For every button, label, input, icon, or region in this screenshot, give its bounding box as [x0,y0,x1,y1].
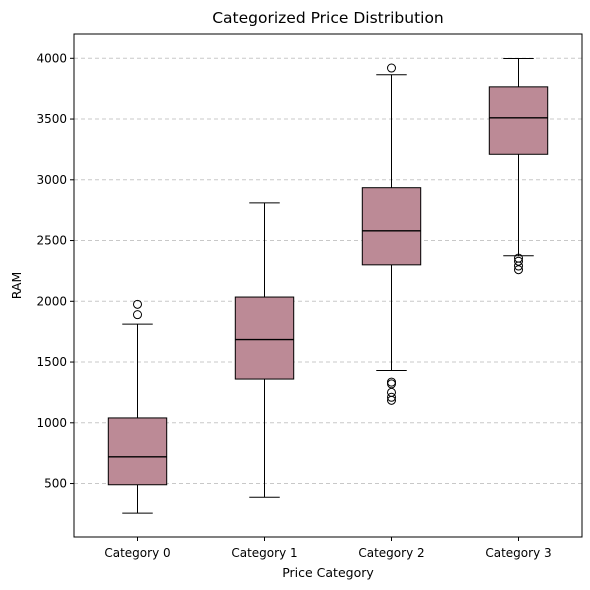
y-tick-label: 1500 [36,355,67,369]
axes: 500 1000 1500 2000 2500 3000 3500 4000 Category … [36,51,551,560]
outlier-point [387,392,396,402]
outlier-point [133,310,142,320]
y-axis-label: RAM [9,272,24,300]
box-iqr [361,187,422,266]
x-axis-label: Price Category [282,565,374,580]
outlier-point [514,265,523,275]
box-group [107,299,168,514]
x-tick-label: Category 1 [231,546,297,560]
outlier-point [387,63,396,73]
y-tick-label: 1000 [36,416,67,430]
y-tick-label: 3000 [36,173,67,187]
outlier-point [133,299,142,309]
y-tick-label: 3500 [36,112,67,126]
chart-title: Categorized Price Distribution [212,9,444,27]
x-tick-label: Category 3 [485,546,551,560]
box-group [234,202,295,498]
y-tick-label: 2500 [36,234,67,248]
box-group [361,63,422,405]
y-tick-label: 500 [44,477,67,491]
box-iqr [107,417,168,486]
plot-area-frame [73,33,583,538]
y-tick-label: 4000 [36,51,67,65]
outlier-point [387,377,396,387]
box-group [488,58,549,275]
box-iqr [488,86,549,155]
outlier-point [387,387,396,397]
plot-boxes [107,58,549,514]
x-tick-label: Category 0 [104,546,170,560]
outlier-point [514,256,523,266]
box-iqr [234,296,295,380]
y-tick-label: 2000 [36,294,67,308]
outlier-point [514,253,523,263]
x-tick-label: Category 2 [358,546,424,560]
